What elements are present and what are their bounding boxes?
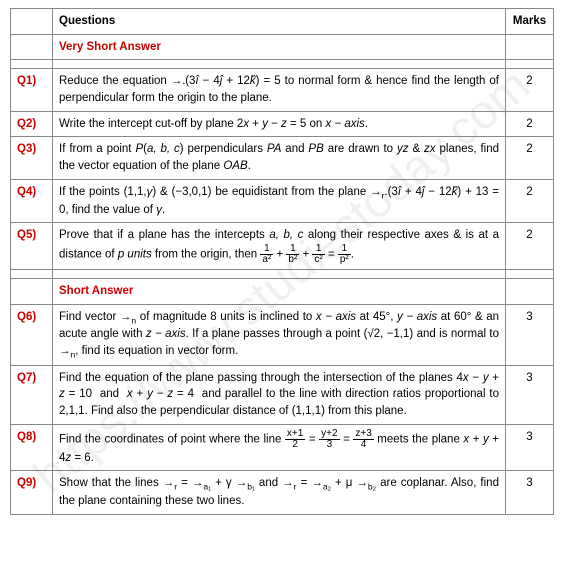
section-title-sa: Short Answer (53, 278, 506, 304)
question-row: Q1) Reduce the equation →.(3î − 4ĵ + 12k… (11, 69, 554, 111)
question-marks: 2 (506, 69, 554, 111)
worksheet-page: Questions Marks Very Short Answer Q1) Re… (0, 0, 564, 523)
question-marks: 3 (506, 304, 554, 365)
question-text: Find the equation of the plane passing t… (53, 365, 506, 424)
question-row: Q8) Find the coordinates of point where … (11, 424, 554, 471)
section-row-vsa: Very Short Answer (11, 34, 554, 60)
question-marks: 2 (506, 179, 554, 222)
question-number: Q5) (11, 223, 53, 270)
spacer-row (11, 269, 554, 278)
question-number: Q6) (11, 304, 53, 365)
question-row: Q3) If from a point P(a, b, c) perpendic… (11, 137, 554, 179)
question-marks: 2 (506, 137, 554, 179)
question-row: Q6) Find vector →n of magnitude 8 units … (11, 304, 554, 365)
question-number: Q4) (11, 179, 53, 222)
question-text: Prove that if a plane has the intercepts… (53, 223, 506, 270)
header-blank (11, 9, 53, 35)
question-row: Q7) Find the equation of the plane passi… (11, 365, 554, 424)
question-number: Q3) (11, 137, 53, 179)
table-header-row: Questions Marks (11, 9, 554, 35)
question-marks: 2 (506, 223, 554, 270)
question-text: Show that the lines →r = →a₁ + γ →b₁ and… (53, 471, 506, 514)
question-text: If from a point P(a, b, c) perpendicular… (53, 137, 506, 179)
question-text: Write the intercept cut-off by plane 2x … (53, 111, 506, 137)
question-row: Q9) Show that the lines →r = →a₁ + γ →b₁… (11, 471, 554, 514)
question-marks: 3 (506, 424, 554, 471)
question-marks: 3 (506, 365, 554, 424)
section-title-vsa: Very Short Answer (53, 34, 506, 60)
question-text: Find vector →n of magnitude 8 units is i… (53, 304, 506, 365)
question-row: Q2) Write the intercept cut-off by plane… (11, 111, 554, 137)
header-questions: Questions (53, 9, 506, 35)
question-text: If the points (1,1,γ) & (−3,0,1) be equi… (53, 179, 506, 222)
section-row-sa: Short Answer (11, 278, 554, 304)
header-marks: Marks (506, 9, 554, 35)
question-number: Q8) (11, 424, 53, 471)
spacer-row (11, 60, 554, 69)
question-text: Find the coordinates of point where the … (53, 424, 506, 471)
question-row: Q4) If the points (1,1,γ) & (−3,0,1) be … (11, 179, 554, 222)
question-number: Q7) (11, 365, 53, 424)
question-row: Q5) Prove that if a plane has the interc… (11, 223, 554, 270)
question-number: Q2) (11, 111, 53, 137)
question-text: Reduce the equation →.(3î − 4ĵ + 12k̂) =… (53, 69, 506, 111)
question-marks: 3 (506, 471, 554, 514)
questions-table: Questions Marks Very Short Answer Q1) Re… (10, 8, 554, 515)
question-marks: 2 (506, 111, 554, 137)
question-number: Q9) (11, 471, 53, 514)
question-number: Q1) (11, 69, 53, 111)
